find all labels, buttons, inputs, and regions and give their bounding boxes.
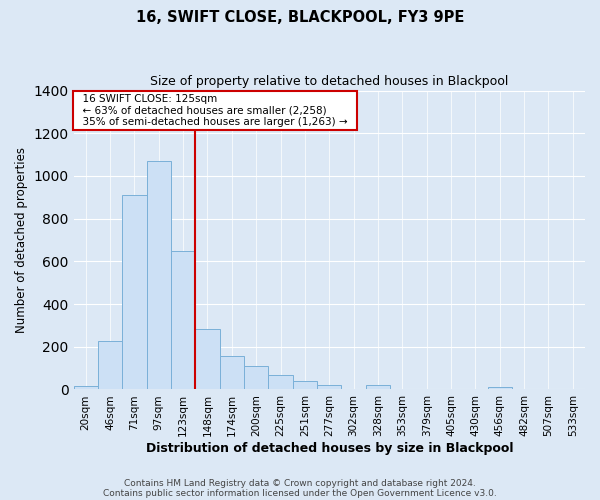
Bar [122,195,146,390]
Text: 16 SWIFT CLOSE: 125sqm
  ← 63% of detached houses are smaller (2,258)
  35% of s: 16 SWIFT CLOSE: 125sqm ← 63% of detached… [76,94,354,127]
Bar [244,366,268,390]
Bar [196,328,220,390]
Bar [268,375,293,390]
Bar [171,250,196,390]
Y-axis label: Number of detached properties: Number of detached properties [15,147,28,333]
Text: Contains public sector information licensed under the Open Government Licence v3: Contains public sector information licen… [103,488,497,498]
Bar [74,386,98,390]
Title: Size of property relative to detached houses in Blackpool: Size of property relative to detached ho… [150,75,508,88]
Bar [366,385,390,390]
Bar [98,341,122,390]
Bar [317,385,341,390]
Text: 16, SWIFT CLOSE, BLACKPOOL, FY3 9PE: 16, SWIFT CLOSE, BLACKPOOL, FY3 9PE [136,10,464,25]
Bar [220,356,244,390]
Bar [146,161,171,390]
X-axis label: Distribution of detached houses by size in Blackpool: Distribution of detached houses by size … [146,442,513,455]
Bar [488,387,512,390]
Text: Contains HM Land Registry data © Crown copyright and database right 2024.: Contains HM Land Registry data © Crown c… [124,478,476,488]
Bar [293,381,317,390]
